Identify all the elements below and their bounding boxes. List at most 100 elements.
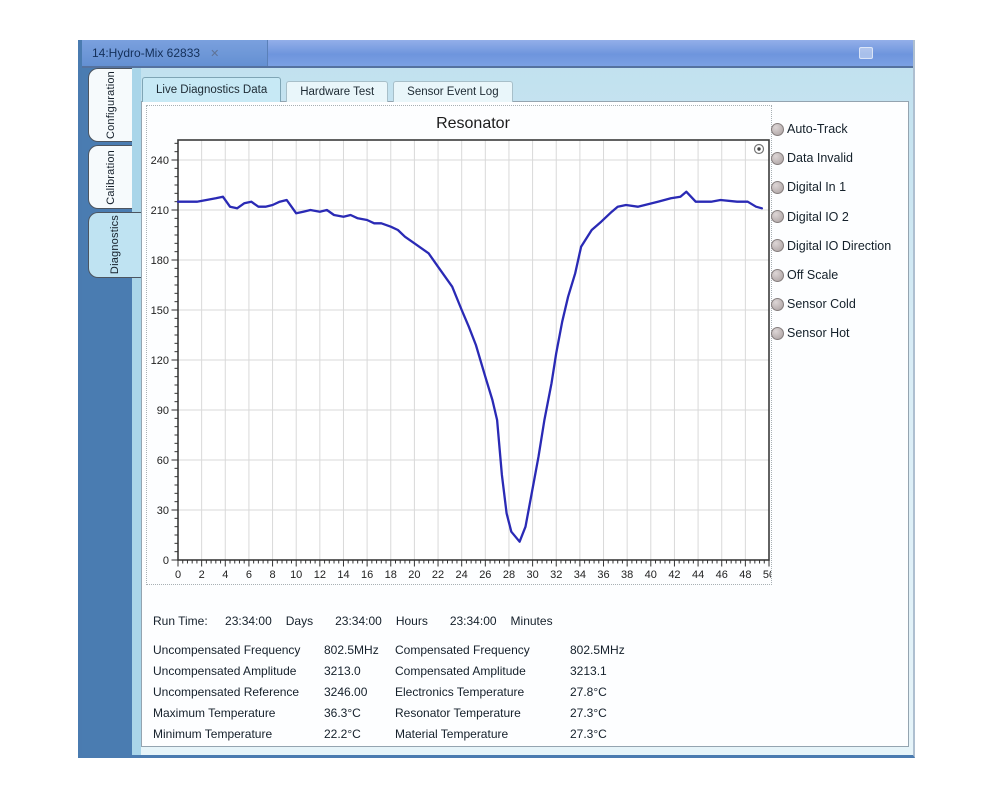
readings-table: Uncompensated Frequency802.5MHzCompensat… [153, 640, 793, 745]
side-tab-label: Configuration [105, 71, 117, 139]
x-tick-label: 46 [716, 569, 728, 581]
indicator-label: Sensor Hot [787, 326, 850, 340]
reading-label: Electronics Temperature [395, 682, 570, 703]
indicator-label: Digital In 1 [787, 180, 846, 194]
reading-value: 3213.0 [324, 661, 395, 682]
reading-value: 3213.1 [570, 661, 793, 682]
led-icon [771, 210, 784, 223]
x-tick-label: 18 [385, 569, 397, 581]
reading-label: Uncompensated Frequency [153, 640, 324, 661]
x-tick-label: 30 [526, 569, 538, 581]
x-tick-label: 40 [645, 569, 657, 581]
x-tick-label: 4 [222, 569, 228, 581]
led-icon [771, 269, 784, 282]
run-time-unit: Hours [396, 614, 428, 628]
diagnostics-panel: Resonator 0 2 46 8 10 12 14 16 18 20 22 24 26 28 30 32 3… [141, 101, 909, 747]
x-tick-label: 12 [314, 569, 326, 581]
reading-label: Compensated Amplitude [395, 661, 570, 682]
x-tick-label: 20 [408, 569, 420, 581]
reading-value: 27.8°C [570, 682, 793, 703]
chart-groupbox: Resonator 0 2 46 8 10 12 14 16 18 20 22 24 26 28 30 32 3… [146, 105, 772, 585]
indicator-label: Data Invalid [787, 151, 853, 165]
indicator-label: Sensor Cold [787, 297, 856, 311]
x-tick-label: 2 [199, 569, 205, 581]
tab-hardware-test[interactable]: Hardware Test [286, 81, 388, 102]
reading-value: 22.2°C [324, 724, 395, 745]
indicator-label: Off Scale [787, 268, 838, 282]
indicator-auto-track: Auto-Track [771, 119, 848, 139]
y-tick-label: 240 [151, 155, 169, 167]
x-tick-label: 44 [692, 569, 704, 581]
run-time-value: 23:34:00 [225, 614, 272, 628]
tab-live-diagnostics-data[interactable]: Live Diagnostics Data [142, 77, 281, 102]
reading-label: Uncompensated Reference [153, 682, 324, 703]
indicator-label: Digital IO Direction [787, 239, 891, 253]
side-tab-configuration[interactable]: Configuration [88, 68, 132, 142]
x-tick-label: 22 [432, 569, 444, 581]
side-tab-label: Calibration [105, 150, 117, 205]
led-icon [771, 123, 784, 136]
x-tick-label: 10 [290, 569, 302, 581]
reading-row: Uncompensated Reference3246.00Electronic… [153, 682, 793, 703]
x-tick-label: 16 [361, 569, 373, 581]
reading-label: Resonator Temperature [395, 703, 570, 724]
indicator-sensor-hot: Sensor Hot [771, 323, 850, 343]
x-tick-label: 50 [763, 569, 771, 581]
led-icon [771, 327, 784, 340]
indicator-sensor-cold: Sensor Cold [771, 294, 856, 314]
y-tick-label: 210 [151, 205, 169, 217]
document-tab[interactable]: 14:Hydro-Mix 62833 ✕ [82, 40, 268, 66]
reading-label: Material Temperature [395, 724, 570, 745]
side-tab-diagnostics[interactable]: Diagnostics [88, 212, 141, 278]
run-time-unit: Minutes [511, 614, 553, 628]
x-tick-label: 0 [175, 569, 181, 581]
indicator-label: Digital IO 2 [787, 210, 849, 224]
reading-row: Uncompensated Frequency802.5MHzCompensat… [153, 640, 793, 661]
x-tick-label: 34 [574, 569, 586, 581]
top-tabs: Live Diagnostics DataHardware TestSensor… [142, 77, 513, 102]
reading-label: Uncompensated Amplitude [153, 661, 324, 682]
x-tick-label: 48 [739, 569, 751, 581]
reading-value: 802.5MHz [324, 640, 395, 661]
reading-value: 27.3°C [570, 724, 793, 745]
y-tick-label: 60 [157, 455, 169, 467]
close-icon[interactable]: ✕ [210, 41, 219, 67]
reading-row: Uncompensated Amplitude3213.0Compensated… [153, 661, 793, 682]
indicator-data-invalid: Data Invalid [771, 148, 853, 168]
indicator-digital-io-direction: Digital IO Direction [771, 236, 891, 256]
x-tick-label: 28 [503, 569, 515, 581]
run-time-value: 23:34:00 [450, 614, 497, 628]
run-time-row: Run Time: 23:34:00Days23:34:00Hours23:34… [153, 614, 575, 628]
y-tick-label: 150 [151, 305, 169, 317]
indicator-digital-io-2: Digital IO 2 [771, 207, 849, 227]
x-tick-label: 32 [550, 569, 562, 581]
led-icon [771, 181, 784, 194]
chart-title: Resonator [436, 115, 510, 132]
indicator-off-scale: Off Scale [771, 265, 838, 285]
x-tick-label: 26 [479, 569, 491, 581]
title-bar: 14:Hydro-Mix 62833 ✕ [82, 40, 913, 68]
x-tick-label: 14 [337, 569, 349, 581]
app-window: 14:Hydro-Mix 62833 ✕ Live Diagnostics Dat… [78, 40, 915, 758]
reading-value: 3246.00 [324, 682, 395, 703]
led-icon [771, 152, 784, 165]
reading-label: Minimum Temperature [153, 724, 324, 745]
run-time-value: 23:34:00 [335, 614, 382, 628]
reading-row: Minimum Temperature22.2°CMaterial Temper… [153, 724, 793, 745]
y-tick-label: 30 [157, 505, 169, 517]
tab-sensor-event-log[interactable]: Sensor Event Log [393, 81, 512, 102]
x-tick-label: 42 [668, 569, 680, 581]
x-tick-label: 36 [597, 569, 609, 581]
document-tab-title: 14:Hydro-Mix 62833 [92, 46, 200, 60]
indicator-label: Auto-Track [787, 122, 848, 136]
reading-value: 802.5MHz [570, 640, 793, 661]
resonator-chart: Resonator 0 2 46 8 10 12 14 16 18 20 22 24 26 28 30 32 3… [147, 106, 771, 584]
side-tab-calibration[interactable]: Calibration [88, 145, 132, 209]
indicator-digital-in-1: Digital In 1 [771, 177, 846, 197]
x-tick-label: 8 [269, 569, 275, 581]
y-tick-label: 0 [163, 555, 169, 567]
reading-label: Compensated Frequency [395, 640, 570, 661]
pin-icon[interactable] [859, 47, 873, 59]
x-tick-label: 24 [456, 569, 468, 581]
zoom-tool-dot [757, 147, 760, 150]
